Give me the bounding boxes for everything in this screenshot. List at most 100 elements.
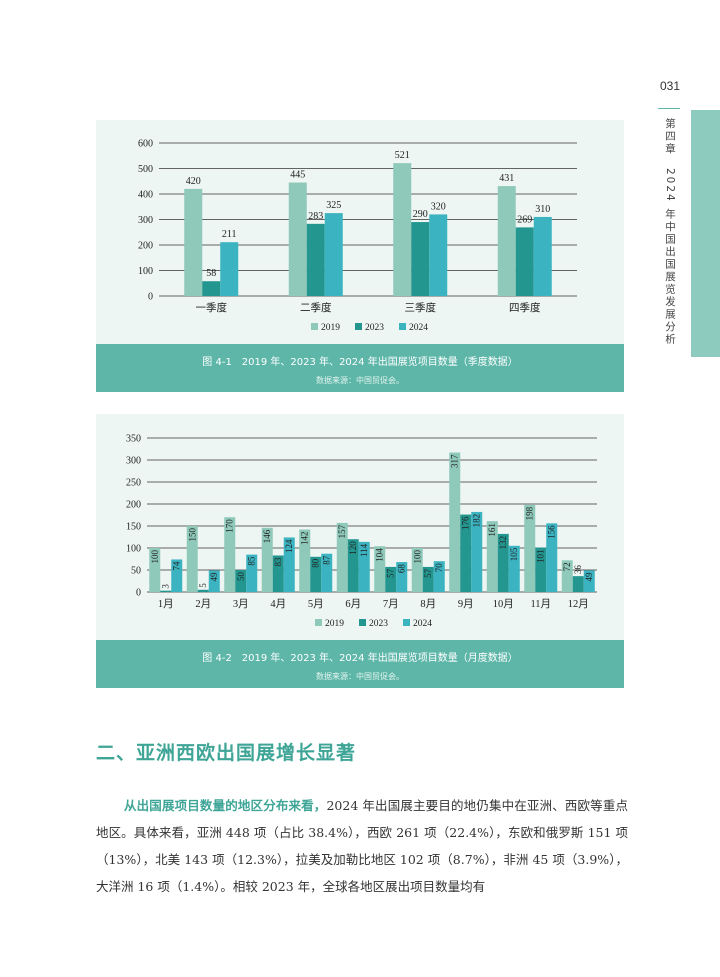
y-tick-label: 400 (138, 190, 153, 201)
data-label: 283 (308, 211, 323, 222)
data-label: 176 (461, 516, 471, 530)
bar-2023 (535, 547, 547, 592)
y-tick-label: 500 (138, 164, 153, 175)
data-label: 68 (397, 564, 407, 574)
data-label: 114 (359, 543, 369, 557)
data-label: 49 (209, 572, 219, 582)
figure-monthly: 0 50 100 150 200 250 300 350 1月 100 3 74 2月 150 5 49 3月 1… (96, 414, 624, 688)
x-tick-label: 6月 (345, 598, 361, 610)
bar-2024 (546, 523, 558, 592)
quarterly-bar-chart: 0100200300400500600一季度42058211二季度4452833… (138, 139, 577, 333)
data-label: 120 (348, 541, 358, 555)
data-label: 5 (198, 583, 208, 588)
bar-2019 (411, 548, 423, 592)
chapter-title: 第四章 2024 年中国出国展览发展分析 (664, 118, 676, 346)
data-label: 100 (412, 550, 422, 564)
data-label: 104 (375, 548, 385, 562)
data-label: 50 (236, 572, 246, 582)
bar-2024 (283, 537, 295, 592)
chapter-side-tab (691, 110, 720, 357)
bar-2023 (572, 576, 584, 592)
data-label: 146 (262, 529, 272, 543)
y-tick-label: 0 (136, 588, 141, 599)
figure-caption: 图 4-2 2019 年、2023 年、2024 年出国展览项目数量（月度数据） (202, 653, 518, 664)
bar-2019 (288, 182, 307, 296)
monthly-bar-chart: 0501001502002503003501月1003742月1505493月1… (126, 434, 597, 629)
x-tick-label: 10月 (493, 598, 514, 610)
data-label: 142 (300, 532, 310, 546)
data-label: 85 (247, 556, 257, 566)
bar-2019 (486, 521, 498, 592)
data-label: 290 (413, 209, 428, 220)
data-label: 431 (499, 173, 514, 184)
bar-2024 (429, 214, 448, 296)
legend-swatch-2023 (359, 619, 366, 626)
data-label: 83 (273, 557, 283, 567)
bar-2023 (235, 570, 247, 592)
bar-2023 (422, 566, 434, 592)
x-tick-label: 3月 (233, 598, 249, 610)
legend-label: 2024 (413, 619, 432, 629)
data-label: 74 (172, 561, 182, 571)
y-tick-label: 100 (126, 544, 141, 555)
bar-2024 (246, 554, 258, 592)
bar-2024 (396, 562, 408, 592)
bar-2019 (149, 548, 161, 592)
legend-label: 2023 (365, 323, 384, 333)
data-label: 325 (326, 200, 341, 211)
data-label: 150 (187, 528, 197, 542)
x-tick-label: 1月 (158, 598, 174, 610)
bar-2023 (306, 223, 325, 296)
bar-2024 (358, 541, 370, 592)
bar-2024 (324, 213, 343, 296)
data-label: 57 (386, 568, 396, 578)
bar-2024 (583, 570, 595, 592)
bar-2019 (261, 527, 273, 592)
y-tick-label: 600 (138, 139, 153, 150)
x-tick-label: 一季度 (196, 301, 228, 314)
body-paragraph: 从出国展项目数量的地区分布来看，2024 年出国展主要目的地仍集中在亚洲、西欧等… (96, 792, 628, 900)
x-tick-label: 9月 (458, 598, 474, 610)
bar-2019 (336, 522, 348, 592)
bar-2023 (460, 514, 472, 592)
data-label: 317 (450, 454, 460, 468)
y-tick-label: 200 (138, 241, 153, 252)
data-label: 156 (547, 525, 557, 539)
figure-source: 数据来源：中国贸促会。 (316, 376, 404, 385)
data-label: 157 (337, 524, 347, 538)
y-tick-label: 350 (126, 434, 141, 445)
y-tick-label: 300 (126, 456, 141, 467)
bar-2024 (321, 553, 333, 592)
data-label: 420 (186, 176, 201, 187)
legend-label: 2019 (325, 619, 344, 629)
data-label: 105 (509, 547, 519, 561)
data-label: 58 (206, 268, 216, 279)
y-tick-label: 100 (138, 266, 153, 277)
data-label: 57 (423, 568, 433, 578)
bar-2024 (533, 216, 552, 296)
data-label: 132 (498, 536, 508, 550)
data-label: 445 (290, 170, 305, 181)
data-label: 161 (487, 523, 497, 537)
bar-2024 (433, 561, 445, 592)
bar-2023 (272, 555, 284, 592)
bar-2023 (197, 589, 209, 592)
figure-quarterly: 0 100 200 300 400 500 600 一季度 420 58 211 二季度 445 283 3… (96, 120, 624, 392)
data-label: 124 (284, 539, 294, 553)
y-tick-label: 250 (126, 478, 141, 489)
y-tick-label: 200 (126, 500, 141, 511)
data-label: 310 (535, 204, 550, 215)
bar-2023 (411, 222, 430, 296)
legend-swatch-2023 (355, 323, 362, 330)
bar-2023 (160, 590, 172, 592)
data-label: 320 (431, 201, 446, 212)
bar-2024 (471, 511, 483, 592)
bar-2023 (202, 281, 221, 296)
page-number-rule (658, 108, 680, 109)
x-tick-label: 5月 (308, 598, 324, 610)
x-tick-label: 11月 (530, 598, 551, 610)
legend-label: 2023 (369, 619, 388, 629)
bar-2023 (347, 539, 359, 592)
legend-swatch-2019 (311, 323, 318, 330)
data-label: 182 (472, 514, 482, 528)
